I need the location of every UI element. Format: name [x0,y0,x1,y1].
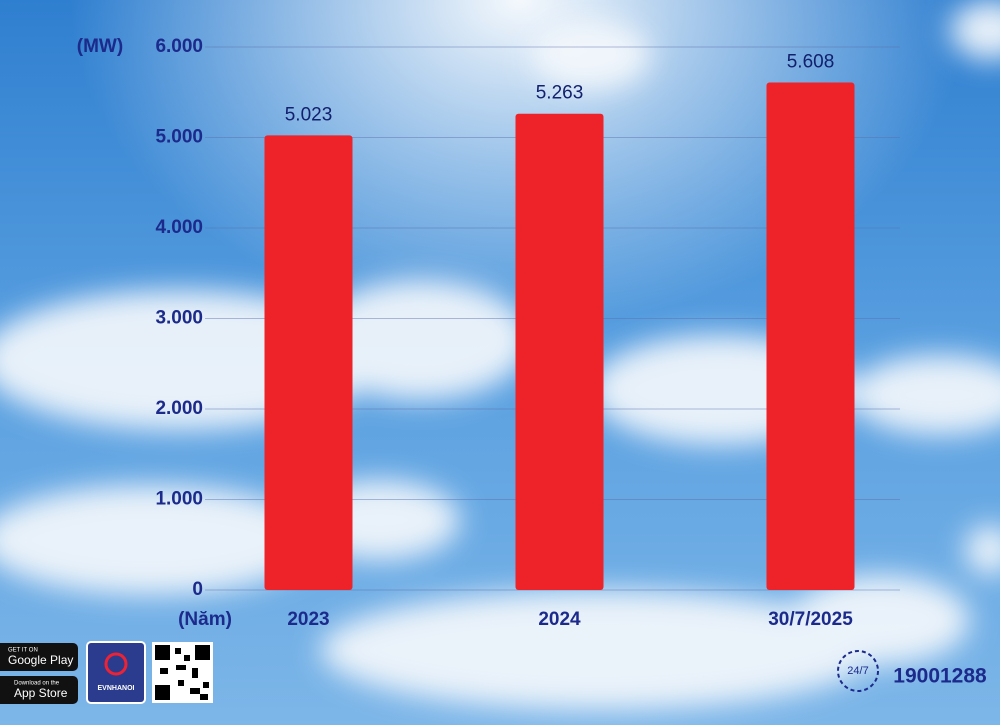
x-tick-label: 30/7/2025 [768,609,853,630]
y-tick-label: 6.000 [155,36,203,57]
x-tick-label: 2024 [538,609,581,630]
plot: 0 1.000 2.000 3.000 4.000 5.000 6.000 5.023 2023… [155,36,900,630]
bar [515,113,604,591]
badge-bg [0,643,78,671]
qr-modules [155,645,210,700]
badge-small: GET IT ON [8,648,38,654]
brand-logo: EVNHANOI [86,641,146,704]
y-tick-label: 1.000 [155,489,203,510]
hotline-icon [837,650,879,692]
google-play-badge[interactable]: GET IT ON Google Play [0,643,78,671]
hotline[interactable]: 24/7 19001288 [837,650,987,692]
bar [766,82,855,590]
value-label: 5.023 [285,104,333,125]
badge-small: Download on the [14,681,60,687]
y-tick-label: 2.000 [155,398,203,419]
bar [264,135,353,590]
y-tick-label: 0 [192,579,203,600]
hotline-hours: 24/7 [847,665,868,677]
badge-text: App Store [14,686,68,700]
value-label: 5.263 [536,83,584,104]
x-axis-label: (Năm) [178,609,232,630]
qr-code [152,642,213,703]
badge-text: Google Play [8,653,73,667]
logo-mark [104,652,128,676]
badge-bg [0,676,78,704]
hotline-number: 19001288 [893,665,987,688]
brand-name: EVNHANOI [98,685,135,692]
y-tick-label: 3.000 [155,308,203,329]
y-axis-label: (MW) [77,36,123,57]
app-store-badge[interactable]: Download on the App Store [0,676,78,704]
x-tick-label: 2023 [287,609,329,630]
y-tick-label: 5.000 [155,127,203,148]
y-tick-label: 4.000 [155,217,203,238]
value-label: 5.608 [787,51,835,72]
